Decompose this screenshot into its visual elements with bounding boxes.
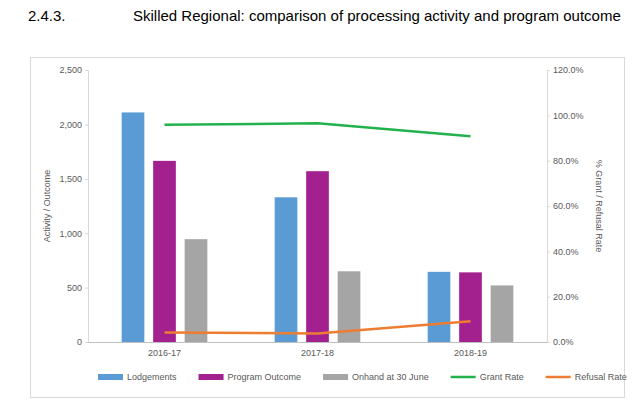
- y2-axis: 0.0% 20.0% 40.0% 60.0% 80.0% 100.0% 120.0%: [547, 65, 584, 347]
- bar-series: [153, 161, 482, 342]
- y2-tick: 60.0%: [547, 201, 579, 211]
- y-tick-mark: [85, 179, 88, 180]
- y2-tick-label: 40.0%: [553, 247, 579, 257]
- line: [165, 123, 471, 136]
- x-tick-label: 2016-17: [148, 348, 181, 358]
- chart: 2.4.3. Skilled Regional: comparison of pr…: [0, 0, 640, 403]
- legend-label: Grant Rate: [480, 372, 524, 382]
- y-axis-title: Activity / Outcome: [42, 170, 52, 243]
- y2-tick: 0.0%: [547, 337, 574, 347]
- x-tick-label: 2017-18: [301, 348, 334, 358]
- y-tick-label: 1,500: [59, 174, 82, 184]
- legend-item: Grant Rate: [451, 372, 524, 382]
- y-axis: 0 500 1,000 1,500 2,000 2,500: [59, 65, 88, 347]
- y-tick-mark: [85, 288, 88, 289]
- y2-tick-label: 60.0%: [553, 201, 579, 211]
- y2-tick: 80.0%: [547, 156, 579, 166]
- legend-item: Refusal Rate: [546, 372, 627, 382]
- legend-item: Lodgements: [98, 372, 177, 382]
- legend-swatch: [546, 376, 571, 379]
- legend-label: Lodgements: [127, 372, 177, 382]
- y2-tick-mark: [547, 70, 550, 71]
- legend-label: Refusal Rate: [575, 372, 627, 382]
- chart-frame: [31, 58, 625, 398]
- bar: [306, 171, 329, 342]
- bar: [185, 239, 208, 342]
- y2-tick: 40.0%: [547, 247, 579, 257]
- y2-tick-label: 80.0%: [553, 156, 579, 166]
- y2-tick: 120.0%: [547, 65, 584, 75]
- legend-item: Program Outcome: [199, 372, 302, 382]
- legend-swatch: [323, 374, 348, 380]
- y2-axis-line: [548, 71, 551, 343]
- y-tick: 2,000: [59, 120, 88, 130]
- y-tick-label: 2,500: [59, 65, 82, 75]
- y2-tick-mark: [547, 251, 550, 252]
- bar: [428, 272, 451, 342]
- bar: [459, 272, 482, 342]
- y2-tick-label: 120.0%: [553, 65, 584, 75]
- bar: [491, 285, 514, 342]
- y2-tick-mark: [547, 206, 550, 207]
- legend-swatch: [199, 374, 224, 380]
- bar: [122, 112, 145, 342]
- y2-tick-mark: [547, 297, 550, 298]
- y2-tick: 20.0%: [547, 292, 579, 302]
- section-number: 2.4.3.: [28, 7, 66, 24]
- y2-tick-label: 100.0%: [553, 111, 584, 121]
- line: [165, 321, 471, 333]
- y-tick-mark: [85, 124, 88, 125]
- plot-area: [122, 112, 514, 342]
- x-axis-line: [89, 342, 548, 343]
- bar-series: [185, 239, 514, 342]
- y-tick-mark: [85, 342, 88, 343]
- legend: Lodgements Program Outcome Onhand at 30 Ju…: [98, 372, 627, 382]
- legend-swatch: [451, 376, 476, 379]
- x-tick-label: 2018-19: [454, 348, 487, 358]
- bar: [153, 161, 176, 342]
- x-axis: 2016-17 2017-18 2018-19: [89, 342, 548, 358]
- bar-series: [122, 112, 451, 342]
- x-tick: 2017-18: [301, 342, 334, 358]
- y-tick: 1,000: [59, 229, 88, 239]
- legend-label: Program Outcome: [228, 372, 302, 382]
- y2-tick-label: 20.0%: [553, 292, 579, 302]
- bar: [275, 197, 298, 342]
- y-tick: 0: [77, 337, 88, 347]
- x-tick: 2018-19: [454, 342, 487, 358]
- legend-label: Onhand at 30 June: [352, 372, 429, 382]
- y-tick: 1,500: [59, 174, 88, 184]
- y-tick-label: 500: [67, 283, 82, 293]
- x-tick: 2016-17: [148, 342, 181, 358]
- y-tick-mark: [85, 70, 88, 71]
- y-tick: 500: [67, 283, 88, 293]
- y-tick: 2,500: [59, 65, 88, 75]
- y2-tick-label: 0.0%: [553, 337, 574, 347]
- y-axis-line: [85, 71, 89, 343]
- y2-tick-mark: [547, 115, 550, 116]
- y2-tick: 100.0%: [547, 111, 584, 121]
- y2-tick-mark: [547, 161, 550, 162]
- title: Skilled Regional: comparison of processi…: [133, 7, 621, 24]
- y-tick-label: 1,000: [59, 229, 82, 239]
- y-tick-mark: [85, 233, 88, 234]
- legend-item: Onhand at 30 June: [323, 372, 429, 382]
- y-tick-label: 2,000: [59, 120, 82, 130]
- y-tick-label: 0: [77, 337, 82, 347]
- legend-swatch: [98, 374, 123, 380]
- y2-axis-title: % Grant / Refusal Rate: [594, 160, 604, 253]
